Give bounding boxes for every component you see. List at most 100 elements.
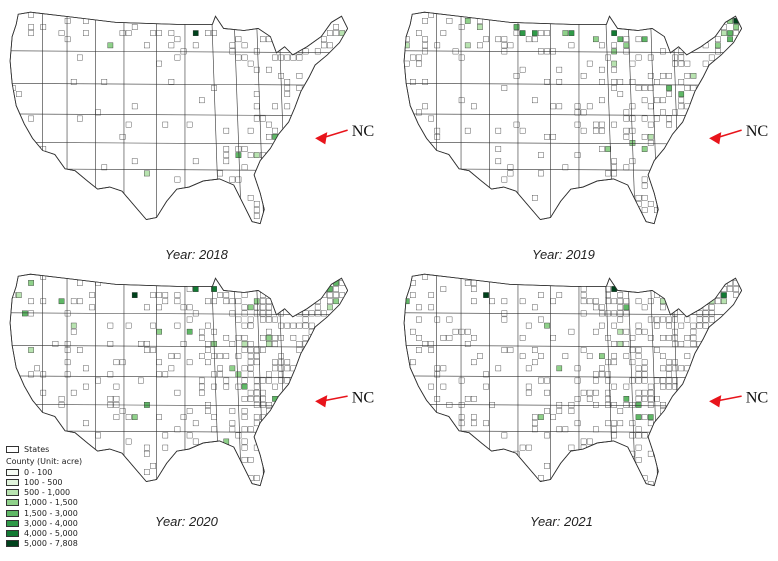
legend-swatch (6, 529, 19, 537)
county-cell (28, 24, 34, 30)
county-cell (538, 30, 544, 36)
county-cell (507, 164, 514, 171)
county-cell (641, 359, 648, 366)
county-cell (708, 304, 715, 311)
county-cell (180, 414, 187, 420)
county-cell (580, 298, 587, 305)
county-cell (507, 42, 514, 49)
county-cell (428, 115, 434, 122)
county-cell (229, 341, 236, 347)
county-cell (156, 304, 162, 311)
county-cell (327, 304, 333, 311)
county-cell (34, 365, 40, 372)
county-cell (580, 286, 587, 292)
county-cell (192, 420, 199, 427)
county-cell (410, 54, 416, 61)
county-cell (471, 414, 477, 420)
county-cell (647, 316, 654, 323)
county-cell (611, 432, 617, 439)
county-cell (544, 463, 550, 469)
county-cell (260, 316, 266, 323)
county-cell (525, 36, 532, 43)
county-cell (296, 322, 303, 329)
county-cell (428, 347, 434, 353)
county-cell (586, 103, 593, 110)
county-cell (678, 79, 685, 85)
county-cell (235, 353, 242, 359)
county-cell (464, 42, 471, 49)
legend-class: 0 - 100 (6, 467, 136, 477)
county-cell (77, 347, 83, 353)
county-cell (556, 426, 563, 433)
county-cell (599, 79, 605, 85)
county-cell (702, 310, 709, 317)
county-cell (458, 414, 465, 420)
county-cell (272, 335, 278, 341)
county-cell (416, 304, 422, 311)
county-cell (77, 54, 83, 61)
county-cell (605, 389, 611, 396)
county-cell (247, 195, 254, 201)
county-cell (253, 207, 260, 213)
county-cell (156, 359, 162, 366)
country-outline-top (9, 273, 349, 487)
county-cell (672, 328, 678, 335)
county-cell (241, 347, 248, 353)
us-map: NC (403, 273, 768, 487)
county-cell (28, 12, 34, 18)
county-cell (253, 402, 260, 408)
county-cell (434, 127, 441, 134)
county-cell (593, 121, 599, 128)
county-cell (471, 103, 477, 110)
county-cell (507, 347, 514, 353)
county-cell (58, 396, 65, 402)
county-cell (556, 79, 563, 85)
county-cell (611, 383, 617, 390)
county-cell (186, 316, 193, 323)
county-cell (660, 304, 666, 311)
county-cell (119, 30, 126, 36)
county-cell (266, 341, 272, 347)
legend-swatch (6, 519, 19, 527)
county-cell (501, 176, 508, 183)
county-cell (519, 127, 526, 134)
county-cell (562, 353, 569, 359)
county-cell (574, 109, 581, 116)
legend-swatch (6, 489, 19, 497)
county-cell (672, 316, 678, 323)
county-cell (229, 42, 236, 49)
us-map: NC (9, 11, 374, 225)
county-cell (205, 341, 211, 347)
county-cell (253, 475, 260, 481)
county-cell (513, 73, 520, 79)
county-cell (690, 85, 697, 91)
county-cell (253, 396, 260, 402)
county-cell (641, 146, 648, 152)
county-cell (471, 359, 477, 366)
states-swatch (6, 445, 19, 453)
county-cell (199, 377, 205, 384)
county-cell (95, 432, 101, 439)
county-cell (260, 402, 266, 408)
county-cell (247, 152, 254, 158)
county-cell (544, 377, 550, 384)
county-cell (223, 335, 230, 341)
county-cell (593, 389, 599, 396)
county-cell (678, 54, 685, 61)
county-cell (519, 66, 526, 73)
county-cell (217, 292, 223, 298)
legend-swatch (6, 509, 19, 517)
county-cell (641, 414, 648, 420)
county-cell (580, 310, 587, 317)
county-cell (199, 353, 205, 359)
county-cell (174, 426, 181, 433)
county-cell (174, 36, 181, 43)
county-cell (162, 298, 169, 305)
county-cell (144, 450, 150, 457)
county-cell (440, 30, 447, 36)
county-cell (22, 310, 28, 317)
county-cell (635, 414, 642, 420)
county-cell (574, 103, 581, 110)
county-cell (296, 341, 303, 347)
county-cell (611, 121, 617, 128)
